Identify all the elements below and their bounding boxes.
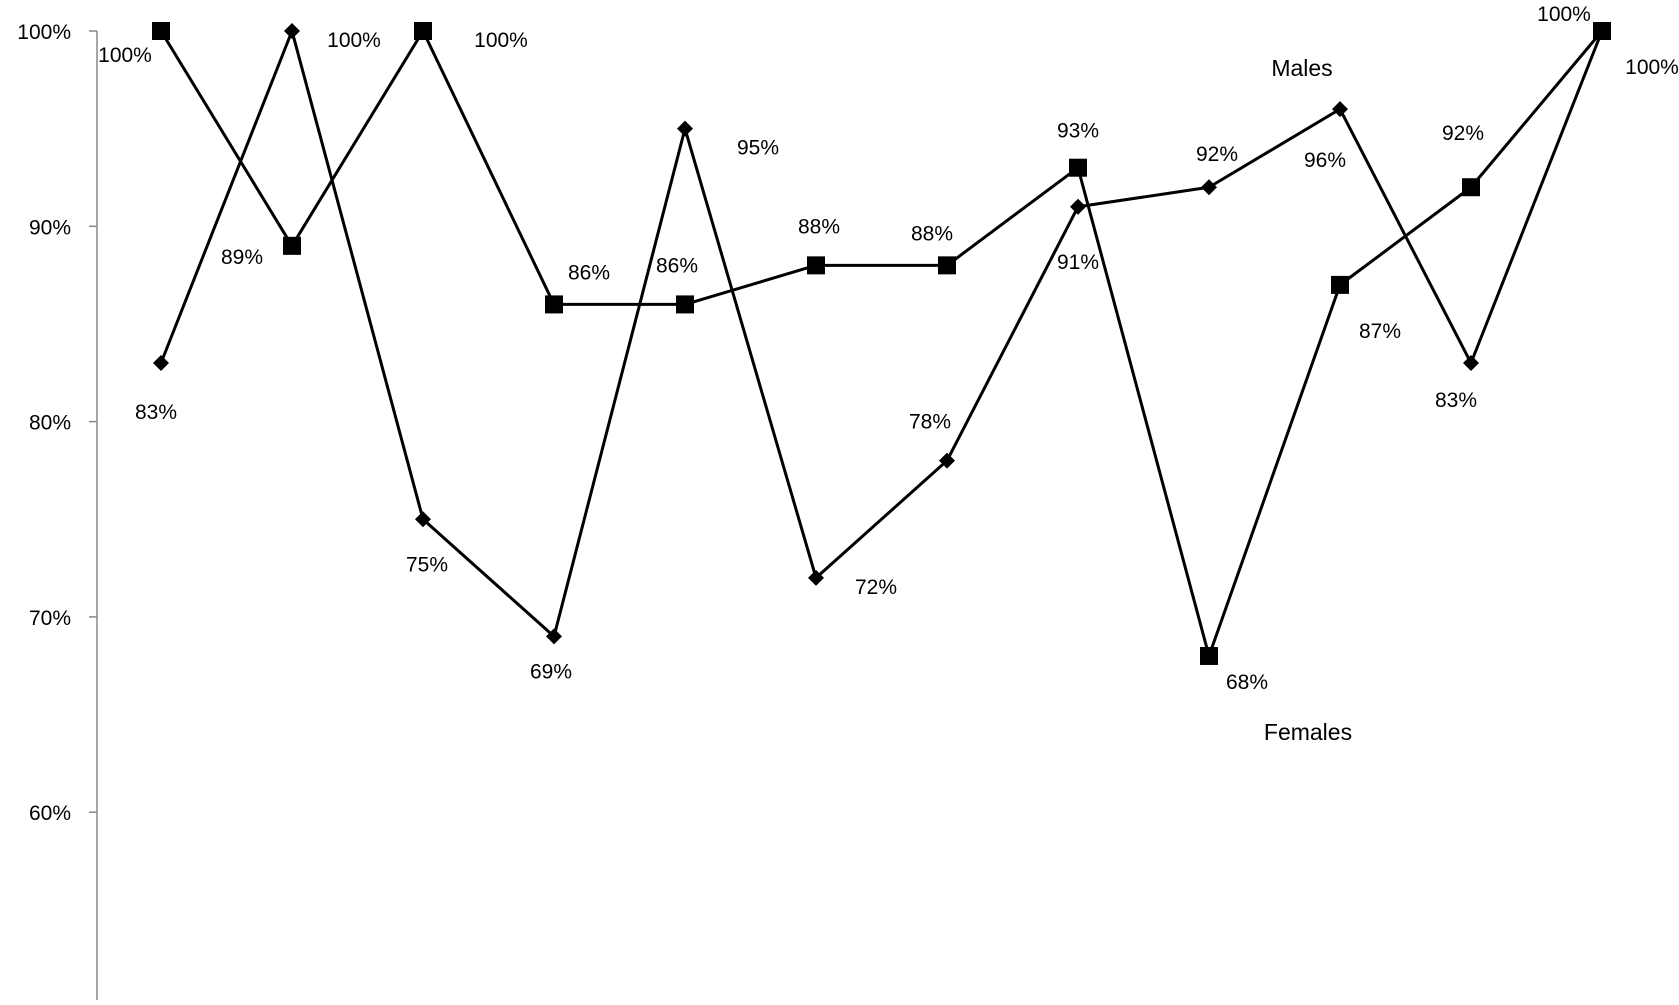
data-point-males	[1070, 198, 1086, 215]
data-point-females	[1593, 22, 1611, 40]
data-labels: 83% 100% 75% 69% 95% 72% 78% 91% 92% 96% 83% 100% 10…	[98, 3, 1679, 694]
data-label-males: 92%	[1196, 143, 1238, 166]
data-point-males	[808, 569, 824, 586]
data-label-females: 87%	[1359, 320, 1401, 343]
data-label-females: 89%	[221, 246, 263, 269]
data-label-males: 100%	[327, 29, 381, 52]
data-label-males: 91%	[1057, 251, 1099, 274]
data-label-females: 93%	[1057, 120, 1099, 143]
y-tick-label: 100%	[17, 21, 71, 44]
data-point-males	[1201, 179, 1217, 196]
data-label-females: 92%	[1442, 122, 1484, 145]
data-label-females: 100%	[98, 44, 152, 67]
data-label-males: 83%	[135, 401, 177, 424]
data-point-females	[283, 236, 301, 255]
data-label-males: 75%	[406, 553, 448, 576]
data-label-males: 69%	[530, 660, 572, 683]
data-point-females	[807, 256, 825, 275]
data-label-males: 78%	[909, 411, 951, 434]
y-tick-label: 60%	[29, 802, 71, 825]
series-lines	[159, 29, 1604, 658]
y-tick-label: 90%	[29, 216, 71, 239]
series-markers	[152, 22, 1611, 665]
data-label-males: 100%	[1537, 3, 1591, 26]
data-label-males: 95%	[737, 137, 779, 160]
y-axis-group: 100%90%80%70%60%50%	[17, 21, 98, 1005]
series-label-males: Males	[1271, 55, 1332, 81]
data-label-females: 88%	[798, 215, 840, 238]
data-label-females: 100%	[474, 29, 528, 52]
data-point-females	[676, 295, 694, 314]
data-point-males	[1463, 355, 1479, 372]
data-point-males	[415, 511, 431, 528]
y-tick-label: 70%	[29, 607, 71, 630]
data-point-males	[1332, 101, 1348, 118]
data-label-females: 86%	[656, 254, 698, 277]
data-point-males	[284, 23, 300, 39]
data-point-females	[414, 22, 432, 40]
data-label-males: 83%	[1435, 389, 1477, 412]
data-point-males	[677, 120, 693, 137]
y-tick-label: 80%	[29, 412, 71, 435]
data-label-females: 86%	[568, 261, 610, 284]
data-point-females	[1331, 275, 1349, 294]
data-point-males	[939, 452, 955, 469]
data-point-females	[938, 256, 956, 275]
data-point-females	[545, 295, 563, 314]
data-label-females: 88%	[911, 222, 953, 245]
data-point-males	[153, 355, 169, 372]
data-label-females: 68%	[1226, 671, 1268, 694]
data-label-males: 72%	[855, 576, 897, 599]
series-label-females: Females	[1264, 719, 1352, 745]
data-point-males	[546, 628, 562, 645]
series-line-females	[159, 29, 1604, 658]
data-label-males: 96%	[1304, 149, 1346, 172]
series-line-males	[159, 29, 1604, 638]
data-point-females	[1069, 158, 1087, 177]
data-point-females	[152, 22, 170, 40]
data-label-females: 100%	[1625, 56, 1679, 79]
data-point-females	[1200, 646, 1218, 665]
data-point-females	[1462, 178, 1480, 197]
